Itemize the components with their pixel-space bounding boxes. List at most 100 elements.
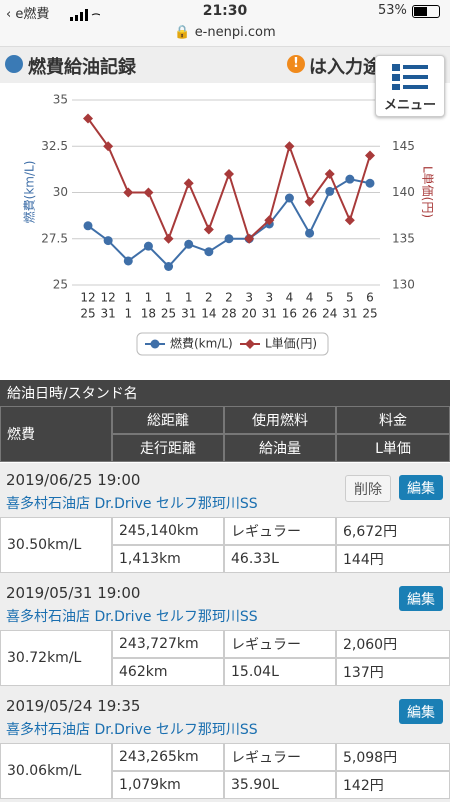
- url-bar[interactable]: 🔒 e-nenpi.com: [0, 22, 450, 47]
- cell-fuel-type: レギュラー: [224, 517, 336, 545]
- cell-cost: 5,098円: [336, 743, 450, 771]
- x-tick-label: 28: [221, 307, 236, 321]
- cell-trip: 1,079km: [112, 771, 224, 799]
- x-tick-label: 1: [124, 307, 132, 321]
- x-tick-label: 31: [262, 307, 277, 321]
- battery-level: [414, 7, 427, 16]
- data-point: [83, 113, 93, 124]
- record-datetime: 2019/05/31 19:00: [6, 584, 141, 602]
- cell-amount: 46.33L: [224, 545, 336, 573]
- y2-tick-label: 140: [392, 185, 415, 199]
- data-point: [143, 187, 154, 198]
- delete-button[interactable]: 削除: [345, 475, 391, 502]
- battery: [412, 5, 440, 18]
- cell-amount: 35.90L: [224, 771, 336, 799]
- cell-cost: 6,672円: [336, 517, 450, 545]
- y2-tick-label: 130: [392, 278, 415, 292]
- menu-button[interactable]: メニュー: [375, 55, 445, 117]
- x-tick-label: 14: [201, 307, 216, 321]
- data-point: [123, 187, 134, 198]
- edit-button[interactable]: 編集: [399, 699, 443, 724]
- y-tick-label: 25: [53, 278, 68, 292]
- legend-marker: [245, 339, 255, 349]
- data-point: [244, 233, 255, 244]
- spacer: [0, 370, 450, 380]
- cell-total-distance: 243,265km: [112, 743, 224, 771]
- x-tick-label: 1: [145, 291, 153, 305]
- x-tick-label: 20: [242, 307, 257, 321]
- x-tick-label: 1: [165, 291, 173, 305]
- x-tick-label: 25: [362, 307, 377, 321]
- notice-text[interactable]: は入力途: [309, 57, 381, 78]
- menu-icon: [392, 64, 428, 90]
- data-point: [224, 169, 234, 179]
- x-tick-label: 31: [342, 307, 357, 321]
- data-point: [204, 247, 214, 257]
- data-point: [324, 169, 335, 179]
- y2-axis-label: L単価(円): [421, 166, 435, 218]
- x-tick-label: 26: [302, 307, 317, 321]
- x-tick-label: 25: [161, 307, 176, 321]
- x-tick-label: 3: [265, 291, 273, 305]
- header-cell: 燃費: [0, 406, 112, 462]
- record: 2019/05/24 19:35 喜多村石油店 Dr.Drive セルフ那珂川SS…: [0, 689, 450, 802]
- notice-icon: !: [287, 55, 305, 73]
- y-tick-label: 30: [53, 185, 68, 199]
- cell-total-distance: 243,727km: [112, 630, 224, 658]
- cell-fuel-type: レギュラー: [224, 630, 336, 658]
- data-point: [83, 221, 93, 231]
- header-cell: 使用燃料: [224, 406, 336, 434]
- record-datetime: 2019/05/24 19:35: [6, 697, 141, 715]
- header-cell: L単価: [336, 434, 450, 462]
- data-point: [365, 150, 375, 161]
- data-point: [183, 178, 194, 189]
- cell-trip: 1,413km: [112, 545, 224, 573]
- data-point: [163, 233, 174, 244]
- header-cell: 走行距離: [112, 434, 224, 462]
- table-caption: 給油日時/スタンド名: [0, 380, 450, 406]
- header-cell: 給油量: [224, 434, 336, 462]
- x-tick-label: 6: [366, 291, 374, 305]
- data-point: [123, 256, 133, 266]
- cell-trip: 462km: [112, 658, 224, 686]
- legend-marker: [150, 339, 160, 349]
- x-tick-label: 24: [322, 307, 337, 321]
- y2-tick-label: 135: [392, 231, 415, 245]
- station-link[interactable]: 喜多村石油店 Dr.Drive セルフ那珂川SS: [6, 722, 258, 738]
- signal-icon: [70, 9, 101, 21]
- x-tick-label: 5: [326, 291, 334, 305]
- data-point: [344, 215, 355, 226]
- x-tick-label: 1: [124, 291, 132, 305]
- x-tick-label: 2: [225, 291, 233, 305]
- x-tick-label: 4: [306, 291, 314, 305]
- x-tick-label: 16: [282, 307, 297, 321]
- cell-amount: 15.04L: [224, 658, 336, 686]
- x-tick-label: 12: [80, 291, 95, 305]
- legend-box: [136, 332, 329, 356]
- data-point: [184, 239, 194, 249]
- edit-button[interactable]: 編集: [399, 586, 443, 611]
- data-point: [103, 236, 113, 246]
- record: 2019/05/31 19:00 喜多村石油店 Dr.Drive セルフ那珂川SS…: [0, 576, 450, 689]
- menu-label: メニュー: [383, 98, 436, 113]
- car-icon: [5, 55, 23, 73]
- header-cell: 料金: [336, 406, 450, 434]
- header-cell: 総距離: [112, 406, 224, 434]
- fuel-economy: 30.06km/L: [0, 743, 112, 799]
- edit-button[interactable]: 編集: [399, 475, 443, 500]
- clock: 21:30: [202, 3, 248, 19]
- legend-label: L単価(円): [265, 337, 317, 351]
- data-point: [365, 178, 375, 188]
- data-point: [284, 193, 294, 203]
- fuel-economy: 30.50km/L: [0, 517, 112, 573]
- record: 2019/06/25 19:00 喜多村石油店 Dr.Drive セルフ那珂川SS…: [0, 463, 450, 576]
- x-tick-label: 31: [181, 307, 196, 321]
- record-datetime: 2019/06/25 19:00: [6, 471, 141, 489]
- x-tick-label: 25: [80, 307, 95, 321]
- x-tick-label: 5: [346, 291, 354, 305]
- data-point: [305, 228, 315, 238]
- station-link[interactable]: 喜多村石油店 Dr.Drive セルフ那珂川SS: [6, 496, 258, 512]
- station-link[interactable]: 喜多村石油店 Dr.Drive セルフ那珂川SS: [6, 609, 258, 625]
- x-tick-label: 4: [286, 291, 294, 305]
